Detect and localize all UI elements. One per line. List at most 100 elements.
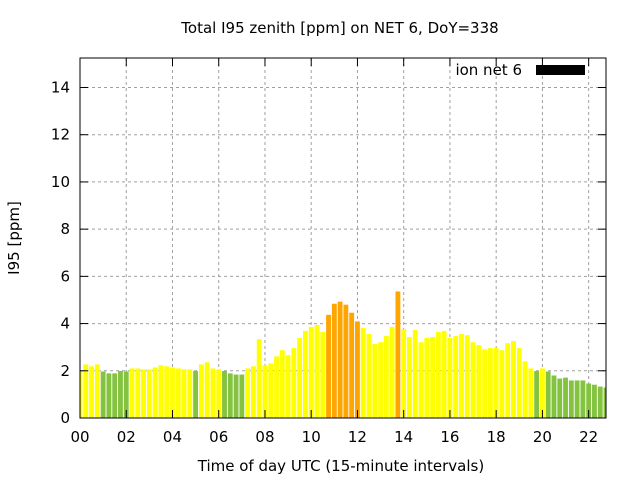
bar [80,370,83,418]
bar [447,337,453,418]
bar [100,371,106,418]
bar [412,329,418,418]
bar [487,348,493,418]
bar [343,304,349,418]
x-axis-label: Time of day UTC (15-minute intervals) [197,457,484,475]
x-tick-label: 00 [70,428,89,446]
x-tick-label: 22 [579,428,598,446]
y-tick-label: 10 [51,173,70,191]
bar [568,380,574,418]
bar [563,377,568,418]
bar [534,371,540,418]
x-tick-label: 16 [440,428,459,446]
bar [395,291,401,418]
bar [580,380,586,418]
bar [470,342,476,418]
x-tick-label: 10 [302,428,321,446]
bar [291,348,297,418]
x-tick-label: 08 [255,428,274,446]
bar [441,330,447,418]
bar [297,337,303,418]
bar [129,368,135,418]
bar [141,369,147,418]
bar [574,380,580,418]
bar [227,373,233,418]
bar [233,374,239,418]
bar [383,336,389,418]
bar [193,371,199,418]
bar [326,314,331,418]
x-tick-label: 18 [487,428,506,446]
bar [592,384,597,418]
bar [279,350,285,418]
bar [262,365,268,418]
x-tick-label: 12 [348,428,367,446]
legend-swatch [536,65,585,75]
bar [464,335,470,418]
bar [505,343,511,418]
bar [112,373,118,418]
legend-label: ion net 6 [455,61,522,79]
bar [603,387,606,418]
bar [320,332,326,418]
bar [360,328,366,418]
y-axis-label: I95 [ppm] [5,201,23,275]
bar [175,368,181,418]
bar [152,367,158,418]
bar [453,336,459,418]
x-tick-label: 06 [209,428,228,446]
bar [557,378,563,418]
x-tick-label: 02 [117,428,136,446]
bar [482,349,488,418]
bar [274,356,279,418]
bar [83,364,89,418]
bar [493,348,499,418]
bar [545,371,551,418]
bar [522,361,528,418]
bar [337,301,343,418]
bar [146,369,152,418]
bar [539,368,545,418]
bar [94,364,100,418]
bar [459,333,464,418]
bar [476,345,482,418]
bar [268,363,274,418]
bar [250,366,256,418]
bar [187,369,193,418]
bar [245,368,251,418]
bar [430,337,436,418]
bar [256,339,262,418]
y-tick-label: 12 [51,126,70,144]
y-tick-label: 2 [60,362,70,380]
bar [355,321,360,418]
bar [424,337,430,418]
legend: ion net 6 [455,61,585,79]
bar [181,369,187,418]
bar [204,362,210,418]
bars [80,291,606,418]
bar [314,324,320,418]
bar [551,375,557,418]
bar [158,365,164,418]
bar [106,373,112,418]
bar [164,366,170,418]
x-tick-label: 04 [163,428,182,446]
bar [198,364,204,418]
plot-border [79,57,607,419]
bar [123,371,129,418]
bar [331,303,337,418]
bar [389,326,395,418]
bar [407,337,412,418]
x-tick-label: 14 [394,428,413,446]
bar [418,342,424,418]
bar [118,371,123,418]
bar [135,368,141,418]
bar [435,332,441,418]
x-tick-label: 20 [533,428,552,446]
bar [372,344,378,418]
bar [303,330,308,418]
bar [401,329,407,418]
chart-title: Total I95 zenith [ppm] on NET 6, DoY=338 [180,19,498,37]
